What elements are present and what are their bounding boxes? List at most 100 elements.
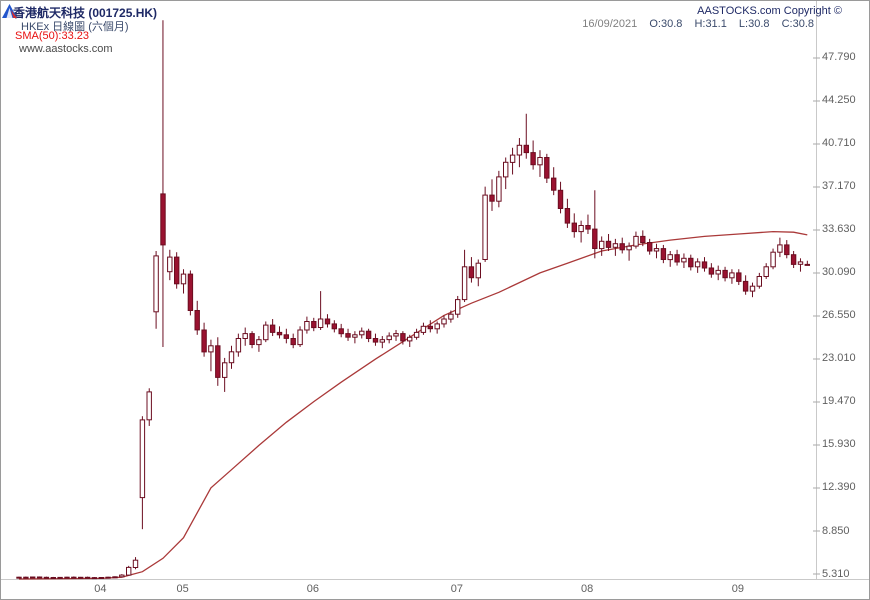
candle-body — [770, 251, 776, 268]
candle-body — [132, 559, 139, 569]
candle-body — [228, 351, 235, 364]
y-axis-label: 15.930 — [822, 438, 856, 451]
candle-body — [674, 254, 680, 263]
candle-body — [91, 577, 98, 580]
candle-body — [564, 208, 571, 224]
y-axis-label: 8.850 — [822, 524, 850, 537]
x-axis-label: 04 — [94, 583, 107, 595]
x-axis-label: 09 — [731, 583, 745, 595]
candle-body — [167, 256, 173, 273]
candle-body — [365, 330, 372, 340]
candle-body — [379, 339, 386, 343]
candle-body — [537, 157, 543, 166]
sma50-line — [18, 230, 808, 580]
y-axis-label: 40.710 — [822, 137, 856, 150]
candle-body — [331, 323, 338, 330]
candle-body — [496, 176, 502, 202]
candle-body — [359, 330, 365, 336]
candle-body — [441, 318, 447, 325]
candle-body — [71, 576, 77, 579]
candle-body — [16, 576, 22, 579]
candle-body — [57, 576, 63, 579]
candle-body — [256, 339, 262, 346]
candle-body — [215, 345, 221, 378]
watermark-text: www.aastocks.com — [19, 43, 113, 55]
candle-body — [742, 280, 749, 292]
candle-body — [194, 310, 200, 331]
candle-body — [448, 313, 454, 320]
candle-body — [386, 335, 392, 341]
candle-body — [249, 333, 255, 346]
copyright-text: AASTOCKS.com Copyright © — [697, 5, 842, 17]
candle-body — [146, 391, 152, 421]
candle-body — [619, 243, 625, 251]
x-axis-label: 08 — [580, 583, 594, 595]
candle-body — [64, 576, 70, 579]
y-axis-label: 33.630 — [822, 223, 856, 236]
y-axis-label: 37.170 — [822, 180, 856, 193]
candle-body — [585, 225, 591, 230]
candle-body — [784, 244, 790, 256]
x-axis-label: 07 — [450, 583, 463, 595]
candle-body — [201, 329, 207, 353]
candle-body — [222, 362, 228, 378]
candle-body — [43, 576, 50, 579]
quote-date: 16/09/2021 — [582, 18, 638, 30]
candle-body — [84, 576, 91, 579]
candle-body — [160, 193, 166, 246]
candle-body — [126, 566, 132, 576]
candle-body — [599, 240, 605, 250]
candle-body — [777, 244, 783, 253]
candle-body — [98, 577, 104, 579]
quote-open: O:30.8 — [649, 18, 683, 30]
candle-body — [112, 576, 118, 579]
candle-body — [235, 338, 242, 353]
candle-body — [578, 225, 584, 233]
candle-body — [516, 144, 523, 156]
candle-body — [174, 256, 180, 285]
candle-body — [407, 336, 413, 342]
y-axis-label: 30.090 — [822, 266, 856, 279]
candle-body — [633, 235, 639, 247]
candle-body — [503, 161, 509, 178]
candle-body — [660, 248, 667, 261]
candle-body — [242, 333, 248, 340]
candle-body — [180, 273, 187, 285]
candle-body — [653, 248, 660, 252]
candle-body — [23, 576, 29, 579]
candle-body — [153, 255, 159, 313]
candle-body — [269, 324, 276, 333]
candle-body — [647, 242, 653, 252]
x-axis-label: 06 — [306, 583, 319, 595]
candle-body — [420, 325, 427, 333]
candle-body — [592, 228, 598, 250]
quote-high: H:31.1 — [694, 18, 727, 30]
quote-low: L:30.8 — [738, 18, 770, 30]
candle-body — [551, 177, 557, 191]
candle-body — [338, 328, 344, 335]
candle-body — [317, 318, 324, 328]
candle-body — [763, 266, 769, 277]
candle-body — [489, 194, 495, 202]
candle-body — [749, 285, 756, 292]
candle-body — [736, 272, 742, 282]
candle-body — [345, 333, 351, 338]
candle-body — [434, 323, 440, 330]
candle-body — [715, 269, 721, 275]
x-axis-label: 05 — [176, 583, 189, 595]
candle-body — [667, 254, 673, 261]
candle-body — [283, 334, 290, 339]
candle-body — [482, 194, 488, 261]
sma-indicator-label: SMA(50):33.23 — [15, 30, 89, 42]
chart-period-subtitle: HKEx 日線圖 (六個月) — [21, 21, 129, 33]
candle-body — [523, 144, 529, 154]
candle-body — [694, 261, 701, 268]
candle-body — [804, 263, 810, 266]
candle-body — [544, 157, 550, 179]
stock-title: 香港航天科技 (001725.HK) — [13, 6, 158, 20]
y-axis-label: 26.550 — [822, 309, 856, 322]
candle-body — [729, 272, 735, 279]
candle-body — [413, 331, 420, 338]
candle-body — [475, 262, 482, 279]
